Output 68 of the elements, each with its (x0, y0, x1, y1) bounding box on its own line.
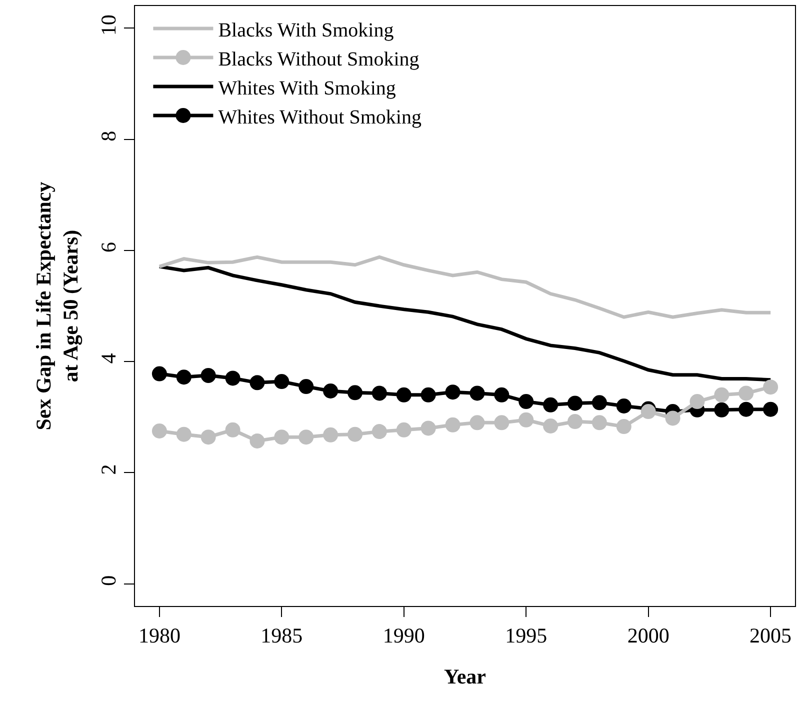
point (200, 430, 216, 445)
y-tick-label: 6 (96, 242, 120, 253)
y-tick-label: 0 (96, 575, 120, 586)
point (714, 402, 730, 418)
point (568, 414, 582, 430)
point (396, 422, 412, 438)
point (763, 380, 778, 395)
legend-label: Whites Without Smoking (218, 106, 422, 128)
point (420, 420, 436, 436)
point (348, 385, 362, 400)
point (250, 375, 265, 390)
legend-label: Whites With Smoking (218, 77, 396, 100)
point (738, 386, 754, 401)
point (372, 424, 387, 440)
point (543, 397, 558, 412)
point (445, 384, 460, 400)
x-axis-title: Year (444, 664, 486, 688)
y-tick-label: 4 (96, 352, 120, 364)
point (396, 387, 412, 402)
point (250, 434, 265, 448)
point (176, 370, 192, 385)
x-tick-label: 1980 (138, 623, 180, 648)
point (372, 386, 387, 401)
point (616, 419, 632, 434)
point (494, 387, 510, 402)
point (518, 394, 534, 410)
point (543, 418, 558, 434)
point (176, 426, 192, 442)
point (225, 422, 240, 438)
point (640, 404, 656, 420)
point (200, 368, 216, 383)
point (274, 430, 290, 445)
y-tick-label: 8 (96, 130, 120, 142)
point (470, 386, 485, 401)
point (274, 374, 290, 390)
point (616, 398, 632, 414)
point (298, 379, 314, 394)
point (714, 387, 730, 402)
x-tick-label: 1995 (505, 623, 548, 648)
point (592, 415, 607, 430)
y-tick-label: 2 (96, 464, 120, 475)
x-tick-label: 2000 (627, 623, 670, 648)
x-tick-label: 2005 (750, 623, 792, 648)
y-tick-label: 10 (96, 14, 120, 36)
point (445, 417, 460, 432)
point (494, 415, 510, 430)
point (470, 415, 485, 430)
point (592, 395, 607, 410)
point (298, 430, 314, 445)
legend-label: Blacks With Smoking (218, 19, 394, 42)
point (348, 426, 362, 442)
point (152, 366, 167, 382)
x-tick-label: 1985 (260, 623, 303, 648)
point (323, 427, 338, 442)
point (518, 412, 534, 428)
point (690, 394, 705, 410)
point (738, 402, 754, 417)
y-axis-title: Sex Gap in Life Expectancy at Age 50 (Years) (31, 181, 83, 430)
line-series (158, 255, 772, 319)
point (568, 396, 582, 411)
point (152, 424, 167, 438)
point (665, 410, 680, 426)
legend-label: Blacks Without Smoking (218, 48, 420, 70)
point (763, 402, 778, 417)
point (225, 370, 240, 386)
point (323, 384, 338, 398)
x-tick-label: 1990 (382, 623, 425, 648)
point (420, 387, 436, 402)
